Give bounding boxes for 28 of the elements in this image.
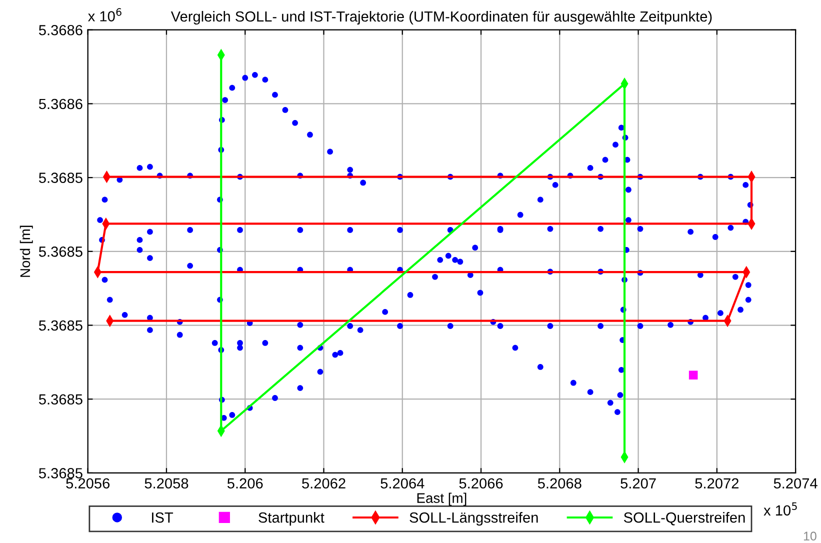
chart-title: Vergleich SOLL- und IST-Trajektorie (UTM-Koordinaten für ausgewählte Zeitpunkte)	[170, 10, 712, 25]
x-tick-label: 5.2074	[774, 478, 818, 489]
x-tick-label: 5.2068	[538, 478, 582, 489]
y-tick-label: 5.3685	[38, 394, 82, 405]
x-tick-label: 5.207	[620, 478, 656, 489]
text: x 10$^{5}$	[764, 502, 797, 516]
y-axis-title: Nord [m]	[20, 226, 33, 277]
x-tick-label: 5.2072	[695, 478, 738, 489]
legend-label: IST	[152, 512, 174, 523]
x-tick-label: 5.206	[227, 478, 263, 489]
x-tick-label: 5.2062	[302, 478, 346, 489]
x-tick-label: 5.2058	[144, 478, 188, 489]
x-tick-label: 5.2064	[380, 478, 424, 489]
legend-label: SOLL-Längsstreifen	[410, 512, 538, 526]
x-tick-label: 5.2066	[459, 478, 503, 489]
y-tick-label: 5.3686	[38, 24, 82, 36]
point	[688, 370, 698, 380]
y-tick-label: 5.3685	[38, 468, 82, 478]
y-tick-label: 5.3685	[38, 246, 82, 257]
y-tick-label: 5.3686	[38, 98, 82, 110]
legend-label: Startpunkt	[258, 512, 324, 526]
text: 10	[804, 532, 816, 541]
y-tick-label: 5.3685	[38, 172, 82, 183]
x-tick-label: 5.2056	[66, 478, 110, 489]
y-tick-label: 5.3685	[38, 320, 82, 331]
x-axis-title: East [m]	[417, 492, 466, 506]
text: x 10$^{6}$	[88, 8, 122, 22]
legend-label: SOLL-Querstreifen	[624, 512, 745, 526]
